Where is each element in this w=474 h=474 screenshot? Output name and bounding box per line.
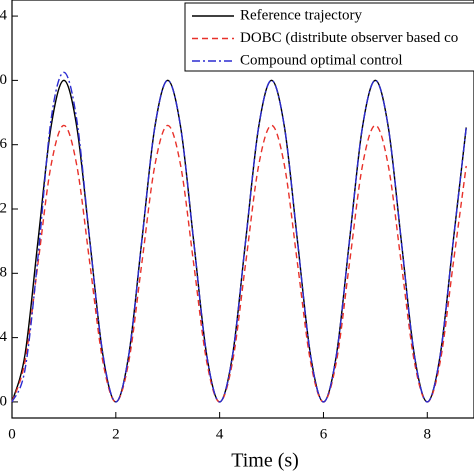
y-tick-label: 0.8: [0, 265, 7, 281]
y-tick-label: 2.0: [0, 72, 7, 88]
x-tick-label: 0: [8, 426, 16, 442]
legend-box: [184, 2, 474, 72]
y-tick-label: 2.4: [0, 8, 8, 24]
legend-label: Compound optimal control: [240, 52, 403, 68]
x-tick-label: 6: [320, 426, 328, 442]
y-tick-label: 0.4: [0, 329, 8, 345]
x-tick-label: 2: [112, 426, 120, 442]
legend-label: DOBC (distribute observer based co: [240, 30, 458, 46]
x-axis-label: Time (s): [231, 450, 299, 472]
legend-label: Reference trajectory: [240, 7, 362, 23]
y-tick-label: 1.6: [0, 136, 8, 152]
x-tick-label: 4: [216, 426, 224, 442]
y-tick-label: 0.0: [0, 393, 7, 409]
series-line: [11, 71, 467, 403]
x-tick-label: 8: [424, 426, 432, 442]
y-tick-label: 1.2: [0, 200, 7, 216]
series-line: [11, 124, 467, 403]
series-line: [11, 79, 467, 403]
